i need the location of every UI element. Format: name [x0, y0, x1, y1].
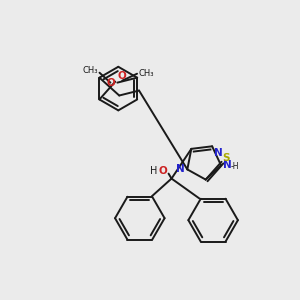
Text: N: N	[214, 148, 223, 158]
Text: CH₃: CH₃	[82, 66, 98, 75]
Text: O: O	[106, 78, 116, 88]
Text: N: N	[223, 160, 232, 170]
Text: O: O	[158, 166, 167, 176]
Text: S: S	[223, 153, 230, 163]
Text: N: N	[176, 164, 184, 174]
Text: O: O	[117, 70, 126, 81]
Text: -H: -H	[231, 162, 239, 171]
Text: H: H	[150, 166, 158, 176]
Text: CH₃: CH₃	[138, 69, 154, 78]
